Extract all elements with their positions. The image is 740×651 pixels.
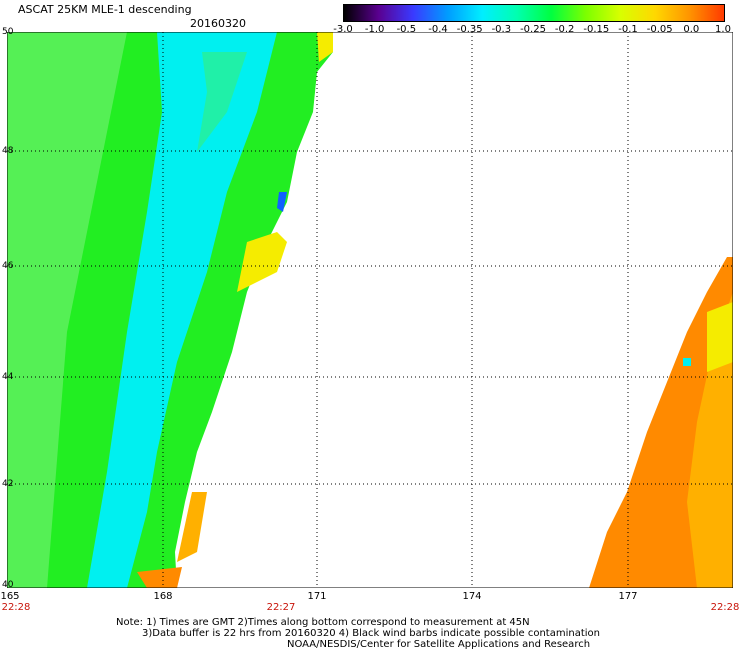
colorbar-label: -3.0 — [333, 24, 353, 35]
left-swath-bottom-orange — [137, 567, 182, 588]
left-swath-edge-yellow-2 — [237, 232, 287, 292]
map-date: 20160320 — [190, 17, 246, 30]
colorbar-label: -0.5 — [396, 24, 417, 35]
left-swath-cyan — [87, 32, 277, 588]
time-label-left: 22:28 — [1, 602, 31, 613]
lat-label-50: 50 — [2, 27, 14, 37]
note-line-3: NOAA/NESDIS/Center for Satellite Applica… — [287, 639, 591, 650]
lon-label-165: 165 — [0, 591, 20, 602]
colorbar-label: -0.25 — [520, 24, 546, 35]
map-title: ASCAT 25KM MLE-1 descending — [18, 3, 192, 16]
right-swath-yellow — [707, 302, 733, 372]
note-line-2: 3)Data buffer is 22 hrs from 20160320 4)… — [142, 628, 600, 639]
lon-label-171: 171 — [307, 591, 327, 602]
colorbar — [343, 4, 725, 22]
lon-label-168: 168 — [153, 591, 173, 602]
lat-label-42: 42 — [2, 479, 14, 489]
colorbar-label: -0.35 — [456, 24, 483, 35]
left-swath-edge-yellow — [317, 32, 333, 62]
lon-label-174: 174 — [462, 591, 482, 602]
colorbar-label: -0.2 — [554, 24, 575, 35]
right-swath-cyan-dot — [683, 358, 691, 366]
left-swath-west — [7, 32, 127, 588]
colorbar-label: -0.4 — [428, 24, 448, 35]
colorbar-label: -0.15 — [583, 24, 610, 35]
colorbar-label: 1.0 — [715, 24, 731, 35]
lat-label-48: 48 — [2, 146, 14, 156]
left-swath-blue-dot — [277, 192, 287, 212]
lat-label-40: 40 — [2, 580, 14, 590]
colorbar-label: -0.05 — [646, 24, 673, 35]
left-swath-teal — [197, 52, 247, 152]
note-line-1: Note: 1) Times are GMT 2)Times along bot… — [116, 617, 530, 628]
colorbar-label: -0.1 — [618, 24, 638, 35]
colorbar-label: -0.3 — [491, 24, 512, 35]
lat-label-46: 46 — [2, 261, 14, 271]
time-label-right: 22:28 — [710, 602, 740, 613]
map-plot — [7, 32, 733, 588]
colorbar-label: 0.0 — [683, 24, 700, 35]
lon-label-177: 177 — [618, 591, 638, 602]
colorbar-label: -1.0 — [364, 24, 385, 35]
time-label-center: 22:27 — [266, 602, 296, 613]
left-swath-edge-orange — [177, 492, 207, 562]
lat-label-44: 44 — [2, 372, 14, 382]
